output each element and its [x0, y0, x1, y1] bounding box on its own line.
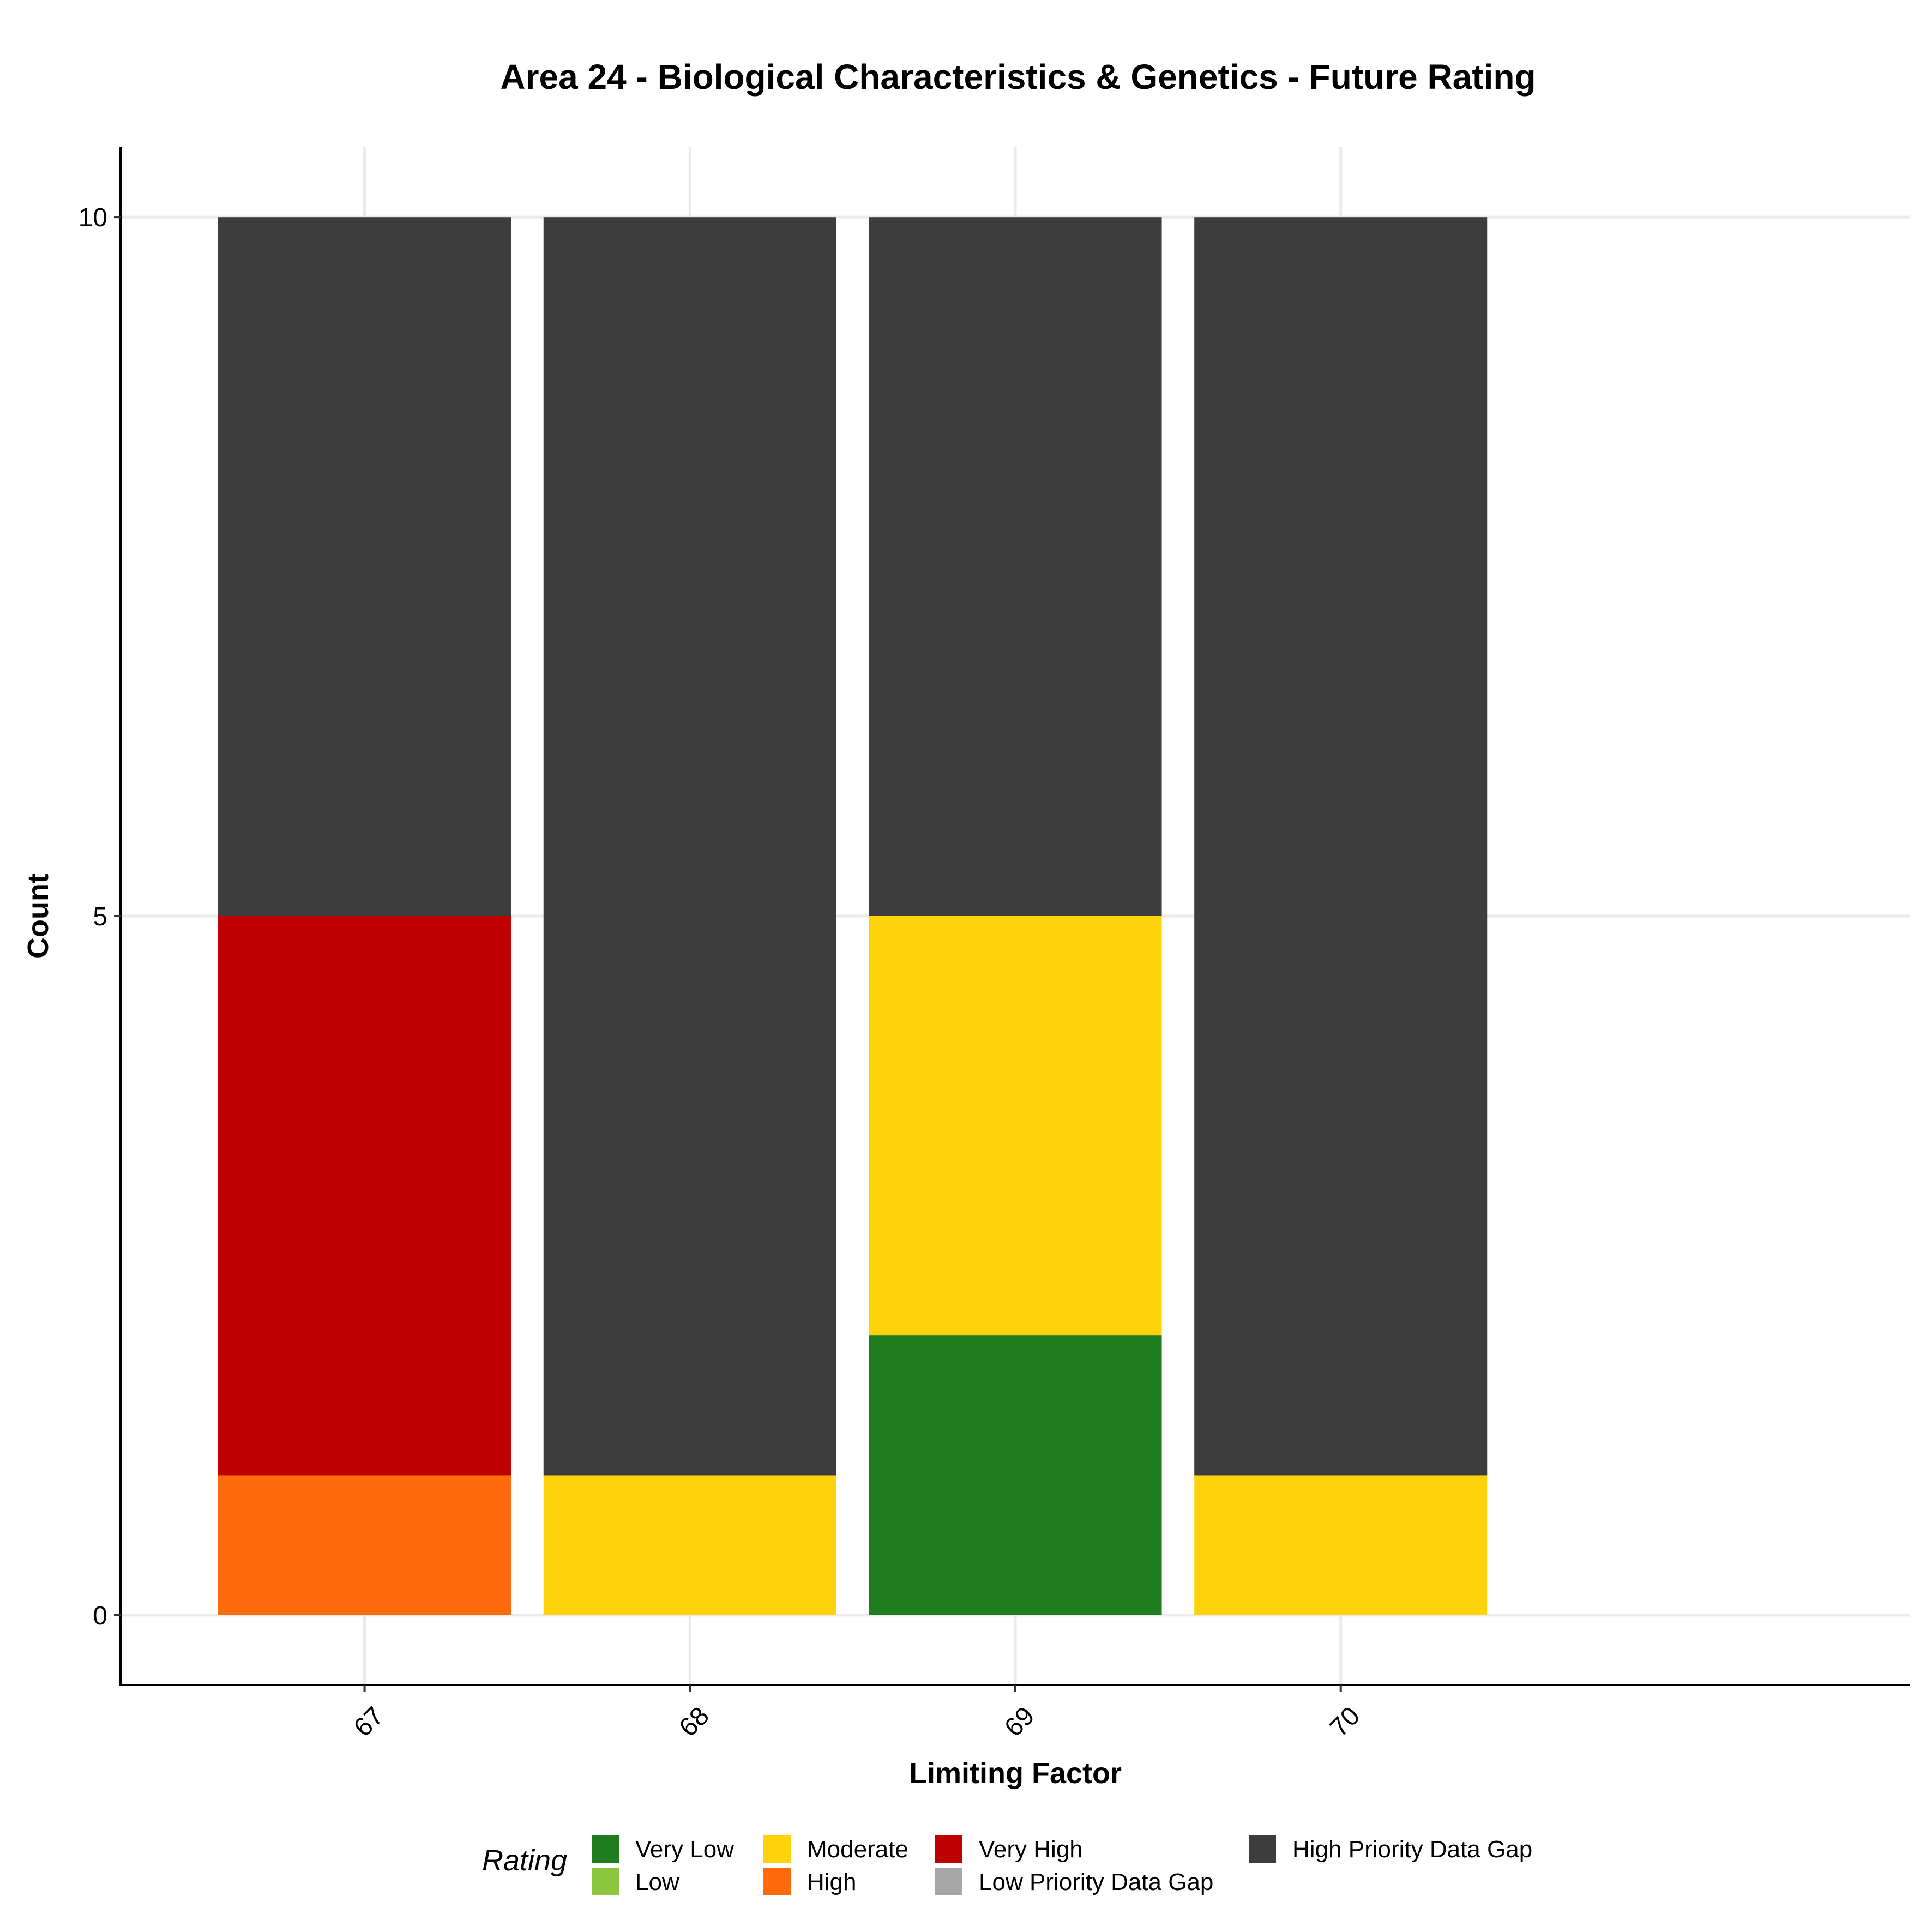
bar-segment: [218, 916, 511, 1476]
y-axis-title: Count: [22, 874, 55, 959]
legend-label: Moderate: [807, 1836, 908, 1863]
bar-segment: [543, 217, 836, 1476]
legend: Rating Very Low Low Moderate High Very High L…: [482, 1835, 1532, 1895]
legend-label: Low: [635, 1869, 679, 1895]
bar-segment: [869, 217, 1162, 916]
legend-key: [935, 1835, 962, 1863]
x-tick-label: 67: [348, 1701, 389, 1742]
x-axis-title: Limiting Factor: [909, 1757, 1122, 1790]
bar-segment: [218, 1475, 511, 1615]
legend-label: Low Priority Data Gap: [979, 1869, 1213, 1895]
y-tick-label: 5: [93, 902, 107, 931]
x-tick-label: 68: [674, 1701, 715, 1742]
bar-segment: [543, 1475, 836, 1615]
bar-segment: [1194, 217, 1488, 1476]
bars: [218, 217, 1488, 1615]
legend-key: [763, 1835, 791, 1863]
legend-label: High Priority Data Gap: [1292, 1836, 1532, 1863]
bar-segment: [218, 217, 511, 916]
bar-segment: [869, 1335, 1162, 1615]
legend-key: [935, 1868, 962, 1895]
y-tick-label: 0: [93, 1602, 107, 1630]
x-tick-label: 70: [1325, 1701, 1365, 1742]
legend-label: High: [807, 1869, 857, 1895]
bar-segment: [1194, 1475, 1488, 1615]
chart-title: Area 24 - Biological Characteristics & G…: [500, 57, 1536, 97]
legend-label: Very Low: [635, 1836, 734, 1863]
legend-key: [592, 1835, 619, 1863]
bar-segment: [869, 916, 1162, 1336]
legend-title: Rating: [482, 1844, 567, 1877]
y-tick-label: 10: [79, 203, 107, 232]
legend-label: Very High: [979, 1836, 1083, 1863]
legend-key: [1249, 1835, 1276, 1863]
legend-key: [592, 1868, 619, 1895]
x-tick-label: 69: [999, 1701, 1040, 1742]
legend-key: [763, 1868, 791, 1895]
